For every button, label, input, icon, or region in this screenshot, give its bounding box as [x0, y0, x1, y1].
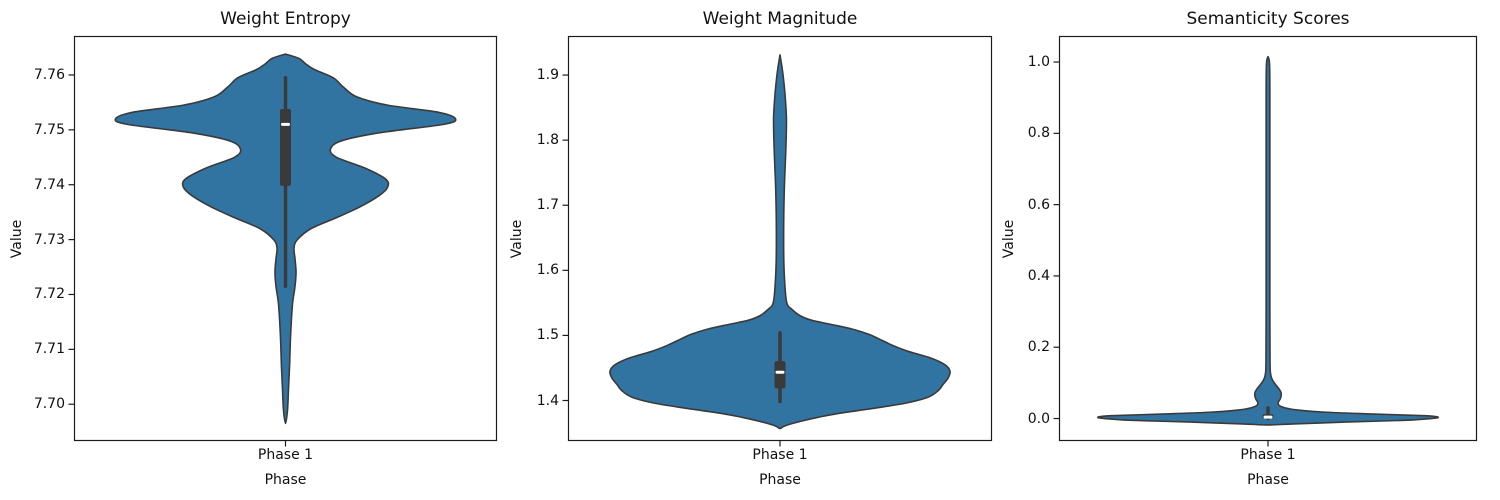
iqr-box	[280, 108, 291, 186]
subplot-title: Weight Magnitude	[702, 9, 858, 29]
subplot-semanticity-scores: Semanticity Scores Value Phase 1 Phase 0…	[1001, 10, 1478, 488]
median-line	[281, 122, 290, 126]
y-tick-label: 7.75	[33, 121, 65, 138]
y-tick-label: 1.8	[536, 132, 559, 149]
y-tick-label: 1.9	[536, 67, 559, 84]
axes-frame	[567, 35, 993, 442]
y-tick-label: 0.0	[1027, 410, 1050, 427]
violin-shape	[609, 54, 951, 430]
y-axis-label: Value	[509, 219, 525, 258]
y-tick-label: 0.8	[1027, 125, 1050, 142]
y-tick-label: 0.4	[1027, 267, 1050, 284]
subplot-title: Semanticity Scores	[1186, 9, 1350, 29]
subplot-weight-entropy: Weight Entropy Value Phase 1 Phase 7.70 7…	[9, 10, 498, 488]
y-tick-label: 7.73	[33, 231, 65, 248]
y-tick-label: 7.72	[33, 286, 65, 303]
axes-frame	[73, 35, 498, 442]
subplot-title: Weight Entropy	[220, 9, 351, 29]
median-line	[1263, 415, 1273, 419]
y-tick-label: 7.74	[33, 176, 65, 193]
axes-frame	[1058, 35, 1478, 442]
median-line	[775, 370, 785, 374]
y-tick-label: 0.6	[1027, 196, 1050, 213]
y-tick-label: 7.71	[33, 341, 65, 358]
plot-area	[562, 35, 993, 447]
y-tick-label: 1.6	[536, 262, 559, 279]
x-axis-label: Phase	[1247, 472, 1289, 488]
y-axis-label: Value	[1001, 219, 1017, 258]
plot-area	[1053, 35, 1478, 447]
subplot-weight-magnitude: Weight Magnitude Value Phase 1 Phase 1.4…	[509, 10, 993, 488]
y-axis-label: Value	[9, 219, 25, 258]
y-tick-label: 1.5	[536, 327, 559, 344]
x-tick-label: Phase 1	[257, 447, 314, 463]
plot-area	[68, 35, 498, 447]
y-tick-label: 7.70	[33, 396, 65, 413]
x-tick-label: Phase 1	[752, 447, 808, 463]
y-tick-label: 7.76	[33, 66, 65, 83]
y-tick-label: 0.2	[1027, 339, 1050, 356]
y-tick-label: 1.7	[536, 197, 559, 214]
x-axis-label: Phase	[264, 472, 307, 488]
violin-shape	[1096, 55, 1440, 426]
iqr-box	[774, 361, 786, 389]
y-tick-label: 1.4	[536, 392, 559, 409]
y-tick-label: 1.0	[1027, 54, 1050, 71]
x-tick-label: Phase 1	[1240, 447, 1296, 463]
x-axis-label: Phase	[759, 472, 801, 488]
